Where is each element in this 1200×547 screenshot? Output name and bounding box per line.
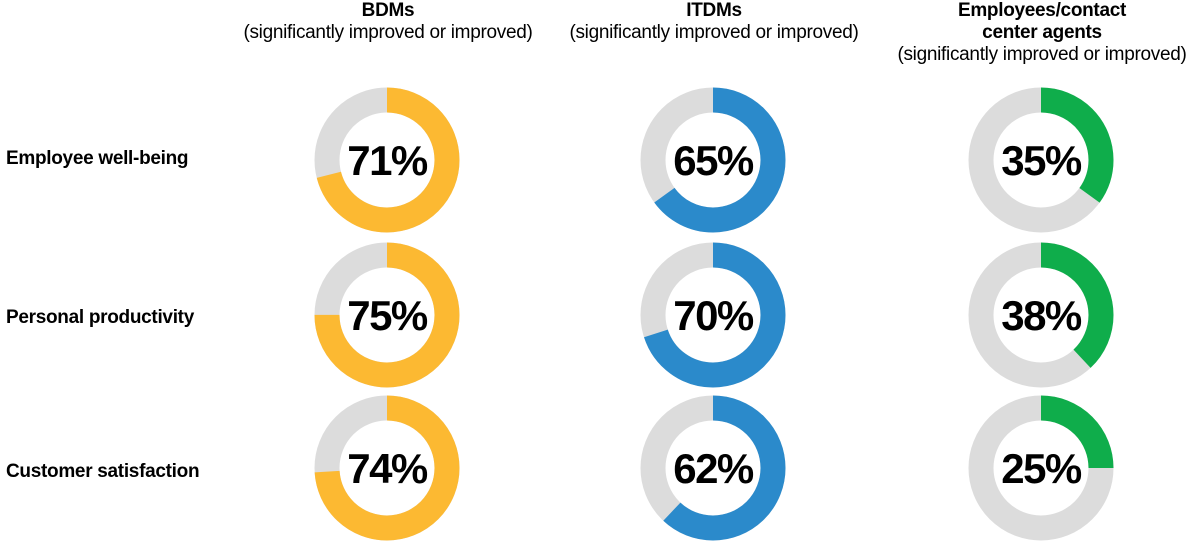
row-label-customer-satisfaction: Customer satisfaction bbox=[6, 461, 200, 482]
donut-value-label: 25% bbox=[1001, 445, 1082, 492]
donut-1-2: 38% bbox=[968, 242, 1114, 388]
donut-value-arc bbox=[968, 242, 1114, 388]
column-subtitle: (significantly improved or improved) bbox=[897, 44, 1187, 65]
donut-value-label: 71% bbox=[347, 137, 428, 184]
donut-value-label: 65% bbox=[673, 137, 754, 184]
donut-value-arc bbox=[968, 395, 1114, 541]
donut-value-label: 35% bbox=[1001, 137, 1082, 184]
donut-2-0: 74% bbox=[314, 395, 460, 541]
column-subtitle: (significantly improved or improved) bbox=[243, 22, 533, 43]
donut-value-arc bbox=[640, 242, 786, 388]
donut-0-1: 65% bbox=[640, 87, 786, 233]
donut-0-0: 71% bbox=[314, 87, 460, 233]
donut-value-label: 75% bbox=[347, 292, 428, 339]
column-title: ITDMs bbox=[686, 0, 742, 21]
donut-value-arc bbox=[640, 87, 786, 233]
donut-2-1: 62% bbox=[640, 395, 786, 541]
donut-value-arc bbox=[968, 87, 1114, 233]
donut-value-label: 74% bbox=[347, 445, 428, 492]
donut-0-2: 35% bbox=[968, 87, 1114, 233]
donut-value-arc bbox=[314, 242, 460, 388]
donut-value-label: 70% bbox=[673, 292, 754, 339]
donut-value-label: 62% bbox=[673, 445, 754, 492]
column-title: Employees/contact center agents bbox=[957, 0, 1127, 43]
donut-2-2: 25% bbox=[968, 395, 1114, 541]
row-label-employee-well-being: Employee well-being bbox=[6, 148, 189, 169]
column-title: BDMs bbox=[361, 0, 415, 21]
donut-1-0: 75% bbox=[314, 242, 460, 388]
row-label-personal-productivity: Personal productivity bbox=[6, 307, 194, 328]
column-header-bdms: BDMs (significantly improved or improved… bbox=[228, 0, 548, 44]
donut-value-arc bbox=[640, 395, 786, 541]
column-header-employees: Employees/contact center agents (signifi… bbox=[882, 0, 1200, 66]
donut-value-arc bbox=[314, 395, 460, 541]
column-subtitle: (significantly improved or improved) bbox=[569, 22, 859, 43]
donut-1-1: 70% bbox=[640, 242, 786, 388]
donut-value-arc bbox=[314, 87, 460, 233]
column-header-itdms: ITDMs (significantly improved or improve… bbox=[554, 0, 874, 44]
donut-value-label: 38% bbox=[1001, 292, 1082, 339]
